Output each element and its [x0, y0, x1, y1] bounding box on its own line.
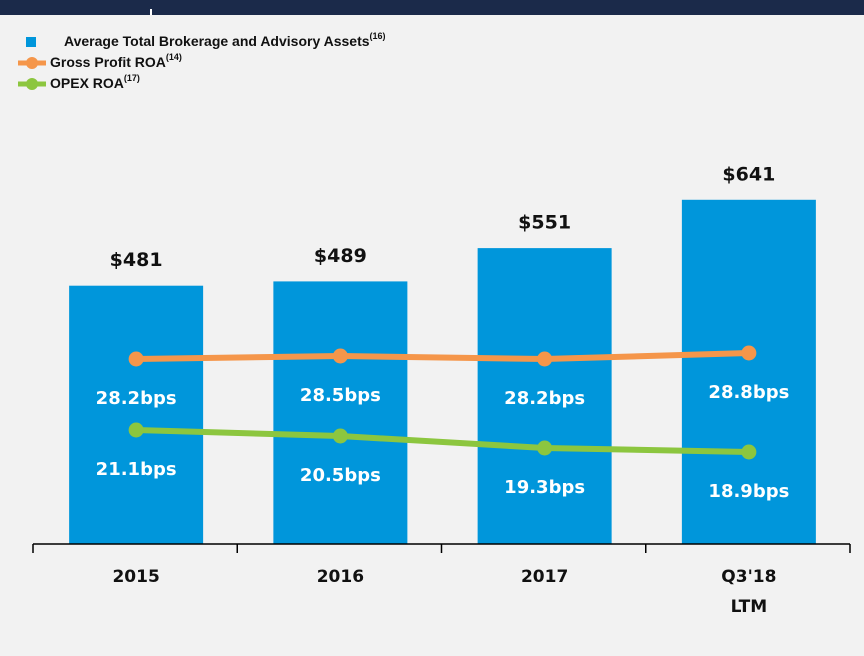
legend-name: Gross Profit ROA: [50, 54, 166, 70]
line-point: [332, 348, 348, 364]
legend-label: Average Total Brokerage and Advisory Ass…: [64, 31, 386, 48]
line-value-label: 21.1bps: [96, 459, 177, 480]
bar-value-label: $489: [314, 245, 367, 267]
x-tick-label: Q3'18 LTM: [721, 567, 777, 617]
legend-name: OPEX ROA: [50, 75, 124, 91]
legend-footnote: (17): [124, 73, 140, 83]
bar: [477, 248, 612, 544]
legend-swatch: [26, 78, 38, 90]
line: [136, 427, 749, 455]
x-tick-label: 2016: [316, 567, 365, 587]
header-strip: [0, 0, 864, 15]
bar-value-label: $551: [518, 212, 571, 234]
bar-value-label: $481: [110, 249, 163, 271]
bar-value-label: $641: [722, 163, 775, 185]
legend-label: Gross Profit ROA(14): [50, 52, 182, 69]
bar: [681, 199, 816, 544]
line-value-label: 28.8bps: [708, 382, 789, 403]
line: [136, 350, 749, 363]
line-value-label: 19.3bps: [504, 477, 585, 498]
legend-swatch: [26, 57, 38, 69]
line-value-label: 28.5bps: [300, 385, 381, 406]
x-tick-label: 2015: [112, 567, 160, 587]
legend-name: Average Total Brokerage and Advisory Ass…: [64, 33, 370, 49]
line-point: [537, 351, 553, 367]
line-value-label: 20.5bps: [300, 465, 381, 486]
line-point: [741, 345, 757, 361]
bar: [69, 285, 204, 544]
line-value-label: 28.2bps: [504, 388, 585, 409]
bar: [273, 281, 408, 544]
legend-label: OPEX ROA(17): [50, 73, 140, 90]
line-point: [332, 428, 348, 444]
legend-swatch: [26, 37, 36, 47]
line-value-label: 28.2bps: [96, 388, 177, 409]
line-point: [741, 444, 757, 460]
line-point: [537, 440, 553, 456]
line-value-label: 18.9bps: [708, 481, 789, 502]
header-tick: [150, 9, 152, 15]
line-point: [128, 422, 144, 438]
line-point: [128, 351, 144, 367]
legend-footnote: (14): [166, 52, 182, 62]
x-tick-label: 2017: [520, 567, 569, 587]
legend-footnote: (16): [370, 31, 386, 41]
